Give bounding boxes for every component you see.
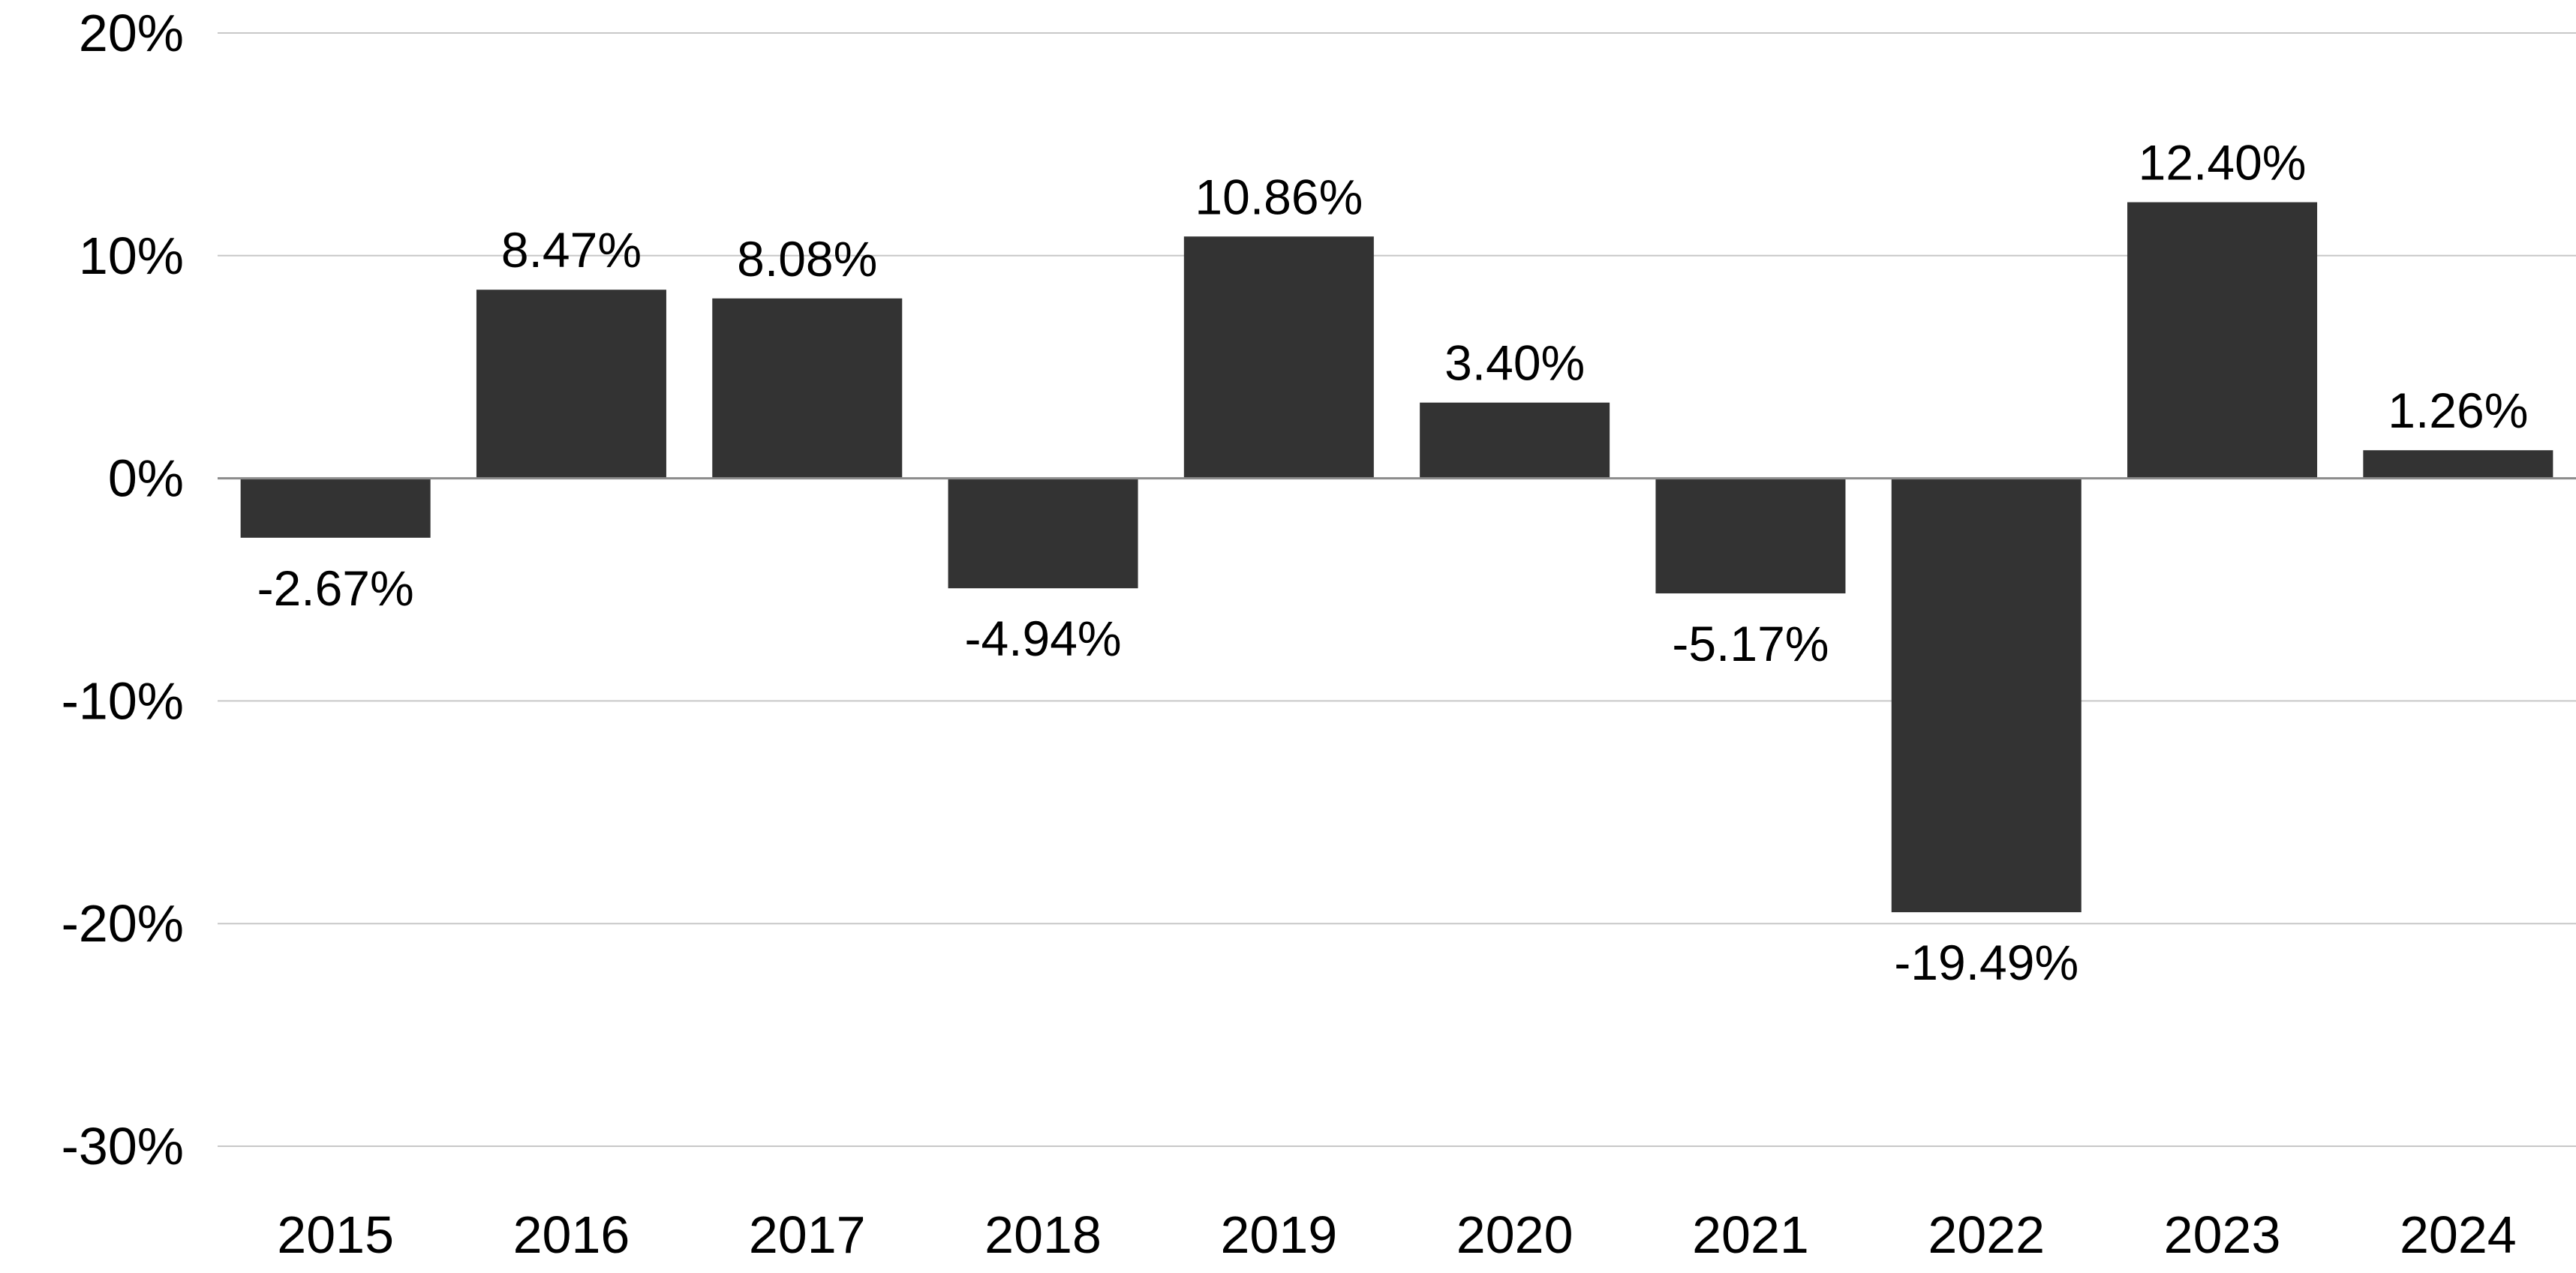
y-tick-label: -20%	[62, 894, 184, 953]
y-axis-tick-labels: 20% 10% 0% -10% -20% -30%	[62, 4, 184, 1175]
y-tick-label: 0%	[108, 449, 184, 508]
x-tick-label: 2023	[2164, 1205, 2281, 1264]
y-tick-label: -10%	[62, 671, 184, 730]
data-label: -5.17%	[1672, 616, 1829, 671]
x-tick-label: 2016	[513, 1205, 630, 1264]
x-tick-label: 2019	[1220, 1205, 1337, 1264]
x-axis-tick-labels: 2015 2016 2017 2018 2019 2020 2021 2022 2023 2024	[277, 1205, 2516, 1264]
y-tick-label: 20%	[79, 4, 184, 62]
data-label: -2.67%	[257, 560, 414, 616]
bar-2016	[476, 290, 666, 479]
bar-2015	[240, 478, 431, 538]
x-tick-label: 2018	[984, 1205, 1102, 1264]
data-label: -4.94%	[964, 611, 1121, 666]
data-label: 8.08%	[737, 231, 877, 287]
bar-2017	[712, 298, 903, 479]
x-tick-label: 2017	[749, 1205, 866, 1264]
x-tick-label: 2024	[2400, 1205, 2517, 1264]
bar-2019	[1183, 236, 1374, 479]
data-label: 12.40%	[2139, 135, 2307, 191]
y-tick-label: -30%	[62, 1117, 184, 1175]
bar-2022	[1891, 478, 2082, 913]
bar-2018	[948, 478, 1138, 589]
bar-2024	[2363, 450, 2553, 479]
data-label: 8.47%	[501, 222, 642, 278]
data-label: 3.40%	[1444, 335, 1585, 391]
bars	[240, 202, 2553, 913]
bar-2023	[2127, 202, 2318, 479]
x-tick-label: 2015	[277, 1205, 394, 1264]
bar-2021	[1655, 478, 1846, 594]
data-label: -19.49%	[1894, 935, 2079, 990]
bar-2020	[1420, 402, 1610, 479]
gridlines	[218, 32, 2576, 1147]
x-tick-label: 2020	[1456, 1205, 1574, 1264]
data-label: 1.26%	[2388, 383, 2528, 438]
x-tick-label: 2021	[1692, 1205, 1809, 1264]
data-labels: -2.67% 8.47% 8.08% -4.94% 10.86% 3.40% -5.17% -…	[257, 135, 2529, 990]
x-tick-label: 2022	[1928, 1205, 2045, 1264]
y-tick-label: 10%	[79, 227, 184, 285]
data-label: 10.86%	[1195, 169, 1363, 224]
